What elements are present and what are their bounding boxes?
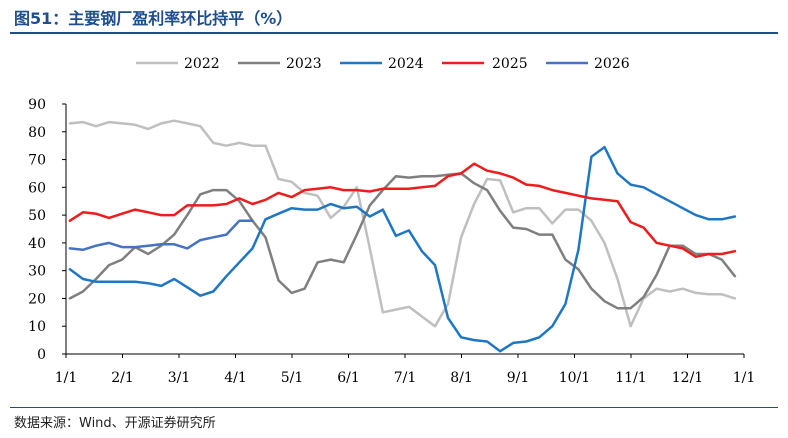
x-tick-label: 1/1 bbox=[55, 370, 78, 386]
y-tick-label: 0 bbox=[37, 347, 46, 363]
chart-title: 图51：主要钢厂盈利率环比持平（%） bbox=[14, 9, 293, 28]
x-tick-label: 11/1 bbox=[615, 370, 646, 386]
y-tick-label: 20 bbox=[28, 291, 46, 307]
legend-label-2023: 2023 bbox=[286, 56, 322, 72]
legend-label-2024: 2024 bbox=[388, 56, 424, 72]
title-divider bbox=[10, 32, 778, 34]
legend-label-2026: 2026 bbox=[594, 56, 630, 72]
x-tick-label: 5/1 bbox=[281, 370, 304, 386]
x-tick-label: 7/1 bbox=[394, 370, 417, 386]
x-tick-label: 1/1 bbox=[733, 370, 756, 386]
x-tick-label: 6/1 bbox=[337, 370, 360, 386]
legend: 2022 2023 2024 2025 2026 bbox=[136, 56, 630, 72]
x-tick-label: 12/1 bbox=[672, 370, 703, 386]
y-tick-label: 50 bbox=[28, 208, 46, 224]
y-tick-label: 80 bbox=[28, 125, 46, 141]
y-tick-label: 90 bbox=[28, 97, 46, 113]
x-tick-label: 9/1 bbox=[507, 370, 530, 386]
legend-label-2022: 2022 bbox=[184, 56, 220, 72]
series-group bbox=[68, 119, 737, 353]
legend-label-2025: 2025 bbox=[492, 56, 528, 72]
series-line-2024 bbox=[68, 145, 737, 353]
y-tick-label: 10 bbox=[28, 319, 46, 335]
x-tick-label: 10/1 bbox=[559, 370, 590, 386]
axes: 0 10 20 30 40 50 60 70 80 90 1/1 2/1 3/1 4/1 5/1 6/1 7/1… bbox=[28, 97, 755, 386]
source-divider bbox=[10, 407, 778, 408]
data-source: 数据来源：Wind、开源证券研究所 bbox=[14, 416, 216, 431]
x-tick-label: 3/1 bbox=[168, 370, 191, 386]
series-line-2025 bbox=[68, 162, 737, 259]
x-tick-label: 2/1 bbox=[111, 370, 134, 386]
x-tick-label: 4/1 bbox=[224, 370, 247, 386]
y-tick-label: 30 bbox=[28, 264, 46, 280]
x-tick-label: 8/1 bbox=[450, 370, 473, 386]
y-tick-label: 40 bbox=[28, 236, 46, 252]
y-tick-label: 70 bbox=[28, 153, 46, 169]
series-line-2026 bbox=[68, 219, 254, 252]
y-tick-label: 60 bbox=[28, 180, 46, 196]
series-line-2023 bbox=[68, 172, 737, 310]
series-line-2022 bbox=[68, 119, 737, 328]
